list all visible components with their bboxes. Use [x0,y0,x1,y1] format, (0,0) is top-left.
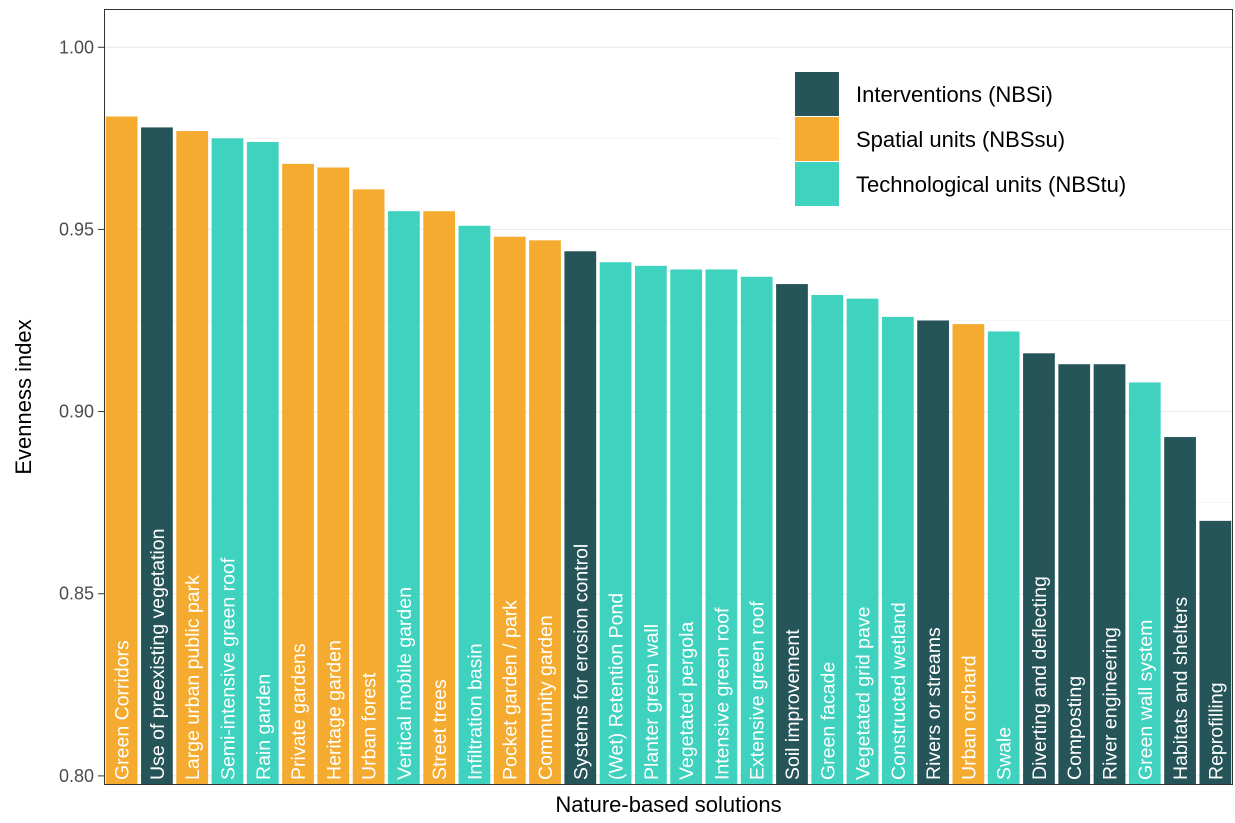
bar-label: Systems for erosion control [570,544,592,780]
bar-label: Large urban public park [182,575,204,780]
bar [917,320,949,785]
legend-label: Spatial units (NBSsu) [856,127,1065,152]
bar-label: Soil improvement [782,629,804,780]
bar [634,265,667,785]
y-axis: 0.80 0.85 0.90 0.95 1.00 [59,37,104,786]
bar-label: Urban forest [359,672,381,780]
bar-label: Green Corridors [112,640,134,780]
legend-label: Interventions (NBSi) [856,82,1053,107]
bar-label: Diverting and deflecting [1029,576,1051,780]
bar-label: Rain garden [253,674,275,780]
bar-label: Semi-intensive green roof [217,557,239,780]
bar-label: Intensive green roof [711,607,733,780]
y-tick-label: 0.95 [59,219,94,239]
bar [388,211,420,785]
legend-items: Interventions (NBSi) Spatial units (NBSsu… [795,72,1126,206]
bar-label: Infiltration basin [464,643,486,780]
bar-label: Swale [994,727,1016,780]
bar-label: Vegetated pergola [676,622,698,780]
bar [352,189,385,786]
bar [952,324,985,785]
bar [811,294,844,785]
bar [458,225,491,785]
y-tick-label: 0.80 [59,766,94,786]
bar [705,269,738,785]
bar-label: Heritage garden [323,640,345,780]
bar-label: Habitats and shelters [1170,597,1192,780]
bar [1128,382,1161,785]
bar-label: Extensive green roof [747,601,769,780]
bar [1058,364,1091,785]
bar [529,240,561,786]
panel-border [104,9,1233,785]
bar [1164,437,1196,785]
bar-label: Private gardens [288,643,310,780]
bar [211,138,244,786]
x-axis-title: Nature-based solutions [555,792,781,817]
legend-label: Technological units (NBStu) [856,172,1126,197]
bar-label: Reprofilling [1205,682,1227,780]
bar-label: Constructed wetland [888,602,910,780]
bar [423,211,456,785]
bar [987,331,1020,785]
bar [1093,364,1126,785]
bar-label: River engineering [1100,627,1122,780]
bar [1023,353,1055,785]
bar [599,262,632,785]
bar [881,316,914,785]
bar-labels: Green Corridors Use of preexisting vegeta… [112,529,1228,780]
bars [105,116,1232,786]
bar [105,116,138,785]
bar [317,167,350,785]
bar [282,163,314,785]
bar-label: Street trees [429,679,451,780]
bar-label: (Wet) Retention Pond [606,593,628,780]
bar [176,131,209,786]
y-axis-title: Evenness index [11,319,36,474]
bar-label: Composting [1064,676,1086,780]
legend-key [795,162,839,206]
bar [1199,520,1232,785]
bar [670,269,703,785]
bar [141,127,173,786]
y-tick-label: 0.85 [59,584,94,604]
bar-label: Planter green wall [641,624,663,780]
legend-key [795,72,839,116]
bar [740,276,773,785]
bar-label: Urban orchard [958,655,980,780]
y-tick-label: 0.90 [59,402,94,422]
y-tick-label: 1.00 [59,37,94,57]
bar-label: Green wall system [1135,620,1157,780]
bar [564,251,597,786]
bar [493,236,526,785]
legend: Interventions (NBSi) Spatial units (NBSsu… [780,52,1232,217]
legend-key [795,117,839,161]
bar-label: Use of preexisting vegetation [147,529,169,780]
bar-label: Community garden [535,615,557,780]
bar-label: Vertical mobile garden [394,587,416,780]
bar [246,141,279,785]
bar [846,298,879,785]
legend-background [780,52,1232,217]
bar-label: Green facade [817,662,839,780]
bar-label: Rivers or streams [923,627,945,780]
bar [776,284,808,785]
bar-label: Pocket garden / park [500,600,522,780]
bar-label: Vegetated grid pave [853,607,875,780]
